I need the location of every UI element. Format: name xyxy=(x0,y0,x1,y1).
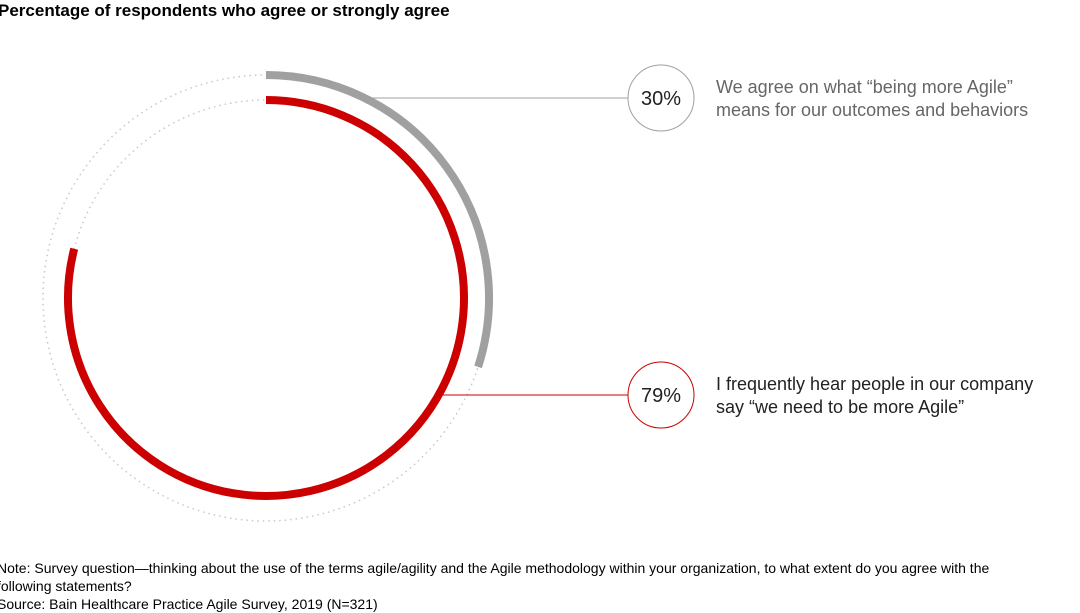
value-bubble xyxy=(627,64,695,132)
label-line: I frequently hear people in our company xyxy=(716,374,1034,394)
series-label-hear-agile: I frequently hear people in our company … xyxy=(716,373,1033,419)
source-text: Source: Bain Healthcare Practice Agile S… xyxy=(0,596,378,612)
value-label: 30% xyxy=(641,88,681,110)
arc-bar xyxy=(265,71,493,369)
value-bubble xyxy=(627,361,695,429)
series-label-agree-meaning: We agree on what “being more Agile” mean… xyxy=(716,76,1028,122)
note-text: Note: Survey question—thinking about the… xyxy=(0,560,990,576)
label-line: means for our outcomes and behaviors xyxy=(716,100,1029,120)
label-line: say “we need to be more Agile” xyxy=(716,397,965,417)
footnotes: Note: Survey question—thinking about the… xyxy=(0,559,989,613)
value-label: 79% xyxy=(641,385,681,407)
label-line: We agree on what “being more Agile” xyxy=(716,77,1013,97)
note-text: following statements? xyxy=(0,578,132,594)
chart-title: Percentage of respondents who agree or s… xyxy=(0,1,450,20)
arc-bar xyxy=(64,96,468,500)
